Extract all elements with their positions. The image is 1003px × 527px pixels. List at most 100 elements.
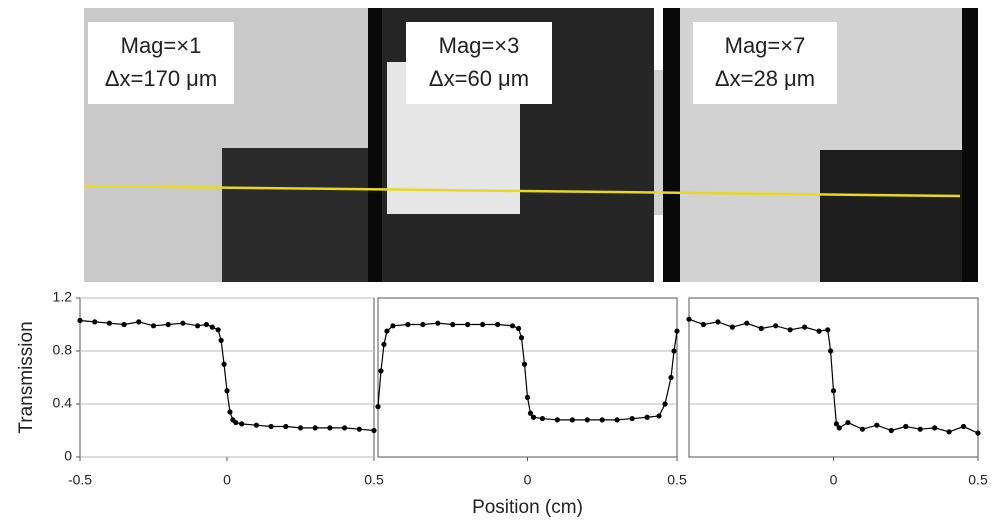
data-point: [150, 323, 157, 329]
data-point: [539, 415, 546, 422]
data-point: [700, 321, 707, 328]
data-point: [227, 409, 233, 415]
data-point: [975, 430, 981, 436]
data-point: [802, 324, 808, 330]
label-box: [693, 22, 837, 104]
data-point: [268, 423, 274, 430]
data-point: [92, 319, 98, 325]
data-point: [106, 320, 112, 326]
data-point: [371, 427, 377, 434]
data-point: [686, 316, 692, 322]
data-point: [221, 361, 227, 367]
data-point: [859, 426, 866, 432]
y-tick-label: 0.8: [53, 342, 73, 358]
plot-frame: [79, 297, 375, 458]
data-point: [668, 374, 674, 381]
data-point: [381, 341, 387, 347]
data-point: [836, 425, 842, 431]
data-point: [327, 425, 333, 431]
label-box: [406, 22, 552, 104]
data-point: [77, 317, 83, 324]
data-point: [378, 368, 384, 374]
data-point: [787, 327, 793, 333]
x-tick-label: 0: [830, 472, 838, 488]
data-point: [744, 320, 750, 326]
data-point: [342, 425, 348, 431]
data-point: [662, 401, 668, 407]
data-point: [515, 325, 522, 332]
data-point: [375, 404, 381, 410]
image-label: Δx=170 μm: [105, 66, 217, 91]
data-point: [614, 417, 620, 423]
data-point: [283, 423, 289, 430]
y-tick-label: 0: [64, 448, 72, 464]
scale-strip: [962, 8, 978, 282]
data-point: [773, 323, 779, 329]
data-point: [121, 321, 127, 328]
data-point: [729, 324, 735, 330]
data-point: [215, 327, 221, 333]
data-point: [845, 419, 851, 426]
data-point: [297, 425, 304, 431]
data-point: [569, 417, 575, 423]
data-point: [758, 325, 764, 332]
data-point: [888, 427, 894, 434]
plot-frame: [377, 297, 678, 458]
x-tick-label: 0: [524, 472, 532, 488]
image-label: Mag=×7: [725, 33, 806, 58]
data-point: [833, 421, 839, 427]
data-point: [584, 417, 590, 423]
plot-frame: [688, 297, 979, 458]
data-point: [405, 321, 411, 328]
image-label: Δx=60 μm: [429, 66, 529, 91]
data-point: [524, 394, 531, 400]
data-point: [521, 361, 528, 367]
data-point: [518, 335, 525, 341]
data-point: [715, 319, 721, 325]
data-point: [828, 348, 834, 354]
label-box: [88, 22, 234, 104]
x-tick-label: 0.5: [364, 472, 384, 488]
data-point: [195, 323, 201, 329]
image-label: Mag=×3: [439, 33, 520, 58]
data-point: [312, 425, 318, 431]
x-tick-label: 0.5: [968, 472, 988, 488]
image-label: Δx=28 μm: [715, 66, 815, 91]
data-point: [629, 415, 635, 422]
data-point: [233, 419, 239, 426]
data-point: [253, 422, 259, 428]
data-point: [356, 426, 362, 432]
profile-line: [83, 184, 961, 198]
data-point: [480, 321, 486, 328]
data-point: [509, 323, 516, 329]
data-point: [136, 319, 142, 325]
data-point: [644, 414, 650, 420]
data-point: [239, 421, 245, 427]
data-point: [209, 324, 215, 330]
data-point: [420, 321, 426, 328]
data-point: [435, 320, 441, 326]
data-point: [874, 422, 880, 428]
data-point: [527, 410, 534, 416]
data-point: [932, 425, 938, 431]
image-object: [654, 70, 663, 215]
data-point: [917, 426, 923, 432]
data-point: [903, 423, 909, 430]
scale-strip: [663, 8, 680, 282]
data-point: [384, 328, 390, 334]
scale-strip: [368, 8, 382, 282]
image-strip: Mag=×1 Δx=170 μm Mag=×3 Δx=60 μm Mag=×7 …: [83, 8, 978, 282]
data-point: [825, 327, 831, 333]
x-tick-label: -0.5: [68, 472, 92, 488]
image-object: [820, 150, 962, 282]
data-point: [599, 417, 605, 423]
data-point: [960, 423, 967, 430]
data-point: [203, 321, 210, 328]
data-point: [465, 321, 471, 328]
data-point: [530, 414, 537, 420]
data-point: [180, 320, 186, 326]
data-point: [495, 321, 501, 328]
data-point: [218, 337, 224, 343]
